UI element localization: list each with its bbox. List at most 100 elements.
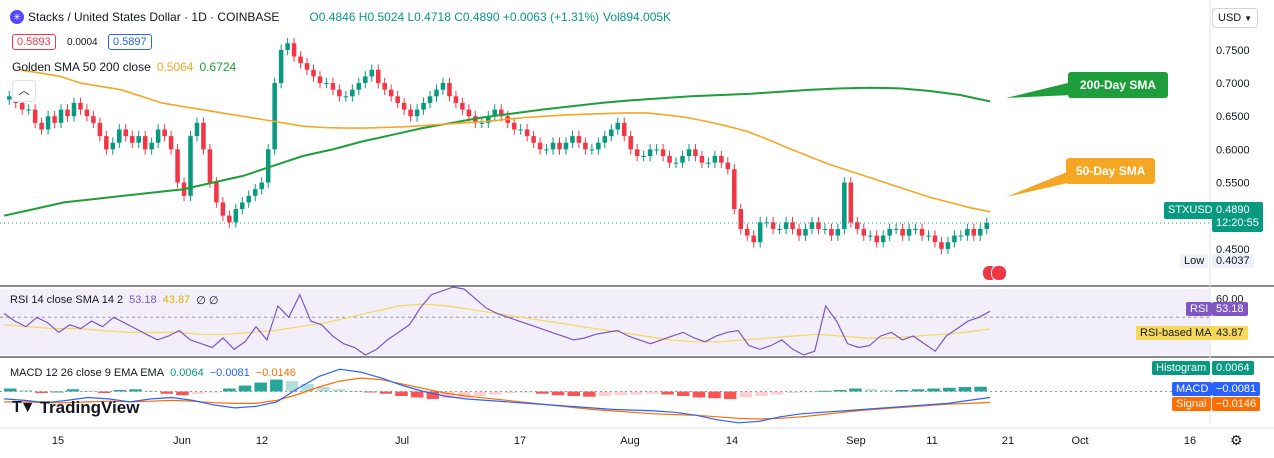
sell-price-button[interactable]: 0.5893: [12, 34, 56, 50]
candle: [408, 109, 413, 117]
last-price-value: 0.4890: [1216, 204, 1250, 216]
time-axis-label: Jun: [173, 435, 191, 447]
signal-tag-value: −0.0146: [1216, 398, 1257, 410]
rsi-value-tag: 53.18: [1212, 302, 1248, 316]
last-price-value-tag: 0.4890 12:20:55: [1212, 202, 1263, 232]
time-axis-label: 14: [726, 435, 738, 447]
symbol-title[interactable]: Stacks / United States Dollar · 1D · COI…: [28, 10, 280, 24]
candle: [246, 195, 252, 203]
histogram-bar: [551, 391, 565, 396]
rsi-ma-value-tag: 43.87: [1212, 326, 1248, 340]
price-axis-tick: 0.7500: [1216, 45, 1250, 57]
candle: [52, 116, 57, 123]
macd-legend-histogram: 0.0064: [170, 367, 204, 379]
candle: [311, 69, 316, 77]
price-axis-tick: 0.4500: [1216, 244, 1250, 256]
price-axis-tick: 0.7000: [1216, 78, 1250, 90]
sma200-line: [3, 86, 991, 217]
price-axis-tick: 0.6500: [1216, 111, 1250, 123]
candle: [887, 228, 892, 236]
candle: [39, 122, 44, 130]
ma50-value: 0.5064: [156, 60, 194, 74]
candle: [58, 109, 64, 123]
candle: [395, 96, 400, 103]
collapse-legend-button[interactable]: ︿: [12, 80, 36, 102]
rsi-legend-extra: ∅ ∅: [196, 295, 219, 307]
currency-label: USD: [1218, 12, 1242, 24]
time-axis-label: 15: [52, 435, 64, 447]
histogram-bar: [927, 388, 940, 392]
candle: [240, 202, 245, 210]
tradingview-logo[interactable]: T▼ TradingView: [12, 398, 139, 418]
candle: [136, 136, 141, 143]
histogram-value-tag: 0.0064: [1212, 361, 1254, 375]
time-axis-label: 17: [514, 435, 526, 447]
candle: [142, 136, 148, 150]
candle: [363, 76, 368, 84]
candle: [259, 182, 264, 190]
candle: [660, 149, 666, 156]
candle: [434, 89, 439, 97]
rsi-legend-value: 53.18: [129, 294, 157, 306]
histogram-bar: [426, 391, 440, 399]
histogram-bar: [630, 391, 643, 395]
candle: [375, 69, 381, 84]
candle: [842, 182, 847, 229]
histogram-bar: [770, 391, 784, 395]
candle: [719, 156, 724, 163]
candle: [369, 69, 375, 77]
candle: [427, 96, 433, 103]
candle: [712, 156, 718, 163]
candle: [563, 142, 569, 150]
candle: [524, 129, 530, 137]
histogram-bar: [254, 382, 267, 392]
low-label-tag: Low: [1180, 254, 1209, 268]
chevron-down-icon: ▼: [1244, 13, 1252, 23]
histogram-bar: [113, 390, 127, 392]
candle: [544, 149, 549, 151]
time-axis-label: 11: [926, 435, 937, 447]
candle: [952, 235, 957, 243]
rsi-legend[interactable]: RSI 14 close SMA 14 2 53.18 43.87 ∅ ∅: [10, 294, 218, 307]
sma50-line: [19, 69, 991, 213]
histogram-bar: [176, 391, 189, 396]
sma50-annotation[interactable]: 50-Day SMA: [1066, 158, 1156, 184]
events-flag-icon[interactable]: [982, 265, 1007, 281]
candle: [453, 96, 459, 103]
histogram-bar: [379, 391, 393, 394]
candle: [673, 162, 679, 164]
time-axis-label: Jul: [395, 435, 409, 447]
histogram-bar: [207, 391, 220, 393]
candle: [65, 109, 70, 117]
ma-legend[interactable]: Golden SMA 50 200 close 0.5064 0.6724: [12, 60, 236, 74]
candle: [621, 122, 627, 137]
candle: [26, 109, 31, 111]
histogram-bar: [536, 391, 549, 394]
low-label: Low: [1184, 255, 1205, 267]
low-value: 0.4037: [1216, 255, 1250, 267]
settings-gear-icon[interactable]: ⚙: [1230, 432, 1243, 448]
histogram-bar: [191, 391, 205, 394]
candle: [460, 102, 465, 110]
candle: [382, 83, 387, 90]
candle: [440, 83, 446, 90]
candle: [796, 228, 802, 236]
buy-price-button[interactable]: 0.5897: [108, 34, 152, 50]
histogram-bar: [567, 391, 580, 396]
sma200-annotation[interactable]: 200-Day SMA: [1068, 72, 1169, 98]
candle: [201, 122, 206, 150]
candle: [654, 149, 659, 151]
histogram-bar: [317, 387, 330, 392]
macd-legend[interactable]: MACD 12 26 close 9 EMA EMA 0.0064 −0.008…: [10, 367, 296, 379]
candle: [615, 122, 621, 130]
histogram-bar: [817, 390, 831, 392]
macd-legend-label: MACD 12 26 close 9 EMA EMA: [10, 367, 165, 379]
candle: [893, 228, 899, 230]
candle: [984, 222, 990, 229]
currency-select[interactable]: USD ▼: [1212, 8, 1258, 28]
candle: [725, 162, 731, 170]
chevron-up-icon: ︿: [18, 85, 30, 97]
time-axis-label: Aug: [620, 435, 640, 447]
candle: [874, 235, 879, 243]
